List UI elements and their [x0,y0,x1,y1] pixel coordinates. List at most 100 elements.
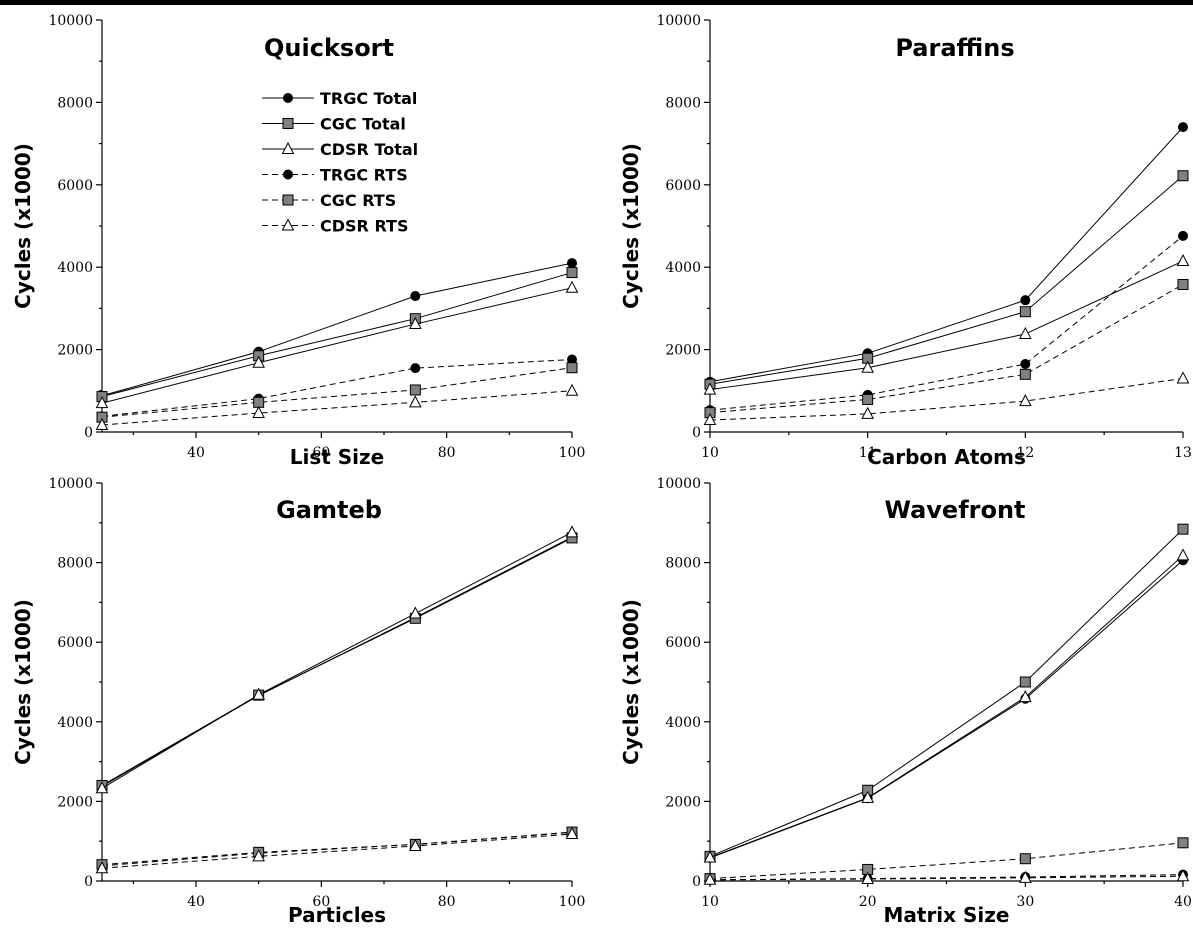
data-point [1176,253,1190,267]
data-point [1019,394,1032,407]
x-tick-label: 10 [701,894,719,910]
data-point [409,316,422,330]
series-cdsr-rts [703,371,1190,426]
legend-label: CGC Total [320,115,406,134]
data-point [565,525,579,538]
legend-item: CGC RTS [262,191,396,210]
series-trgc-rts [97,827,577,871]
data-point [1176,869,1190,882]
series-line [709,528,1184,857]
data-point [565,383,579,396]
data-point [409,395,422,408]
data-point [703,382,717,395]
x-tick-label: 30 [1016,894,1034,910]
series-line [709,260,1184,391]
x-tick-label: 13 [1174,445,1192,461]
y-axis-title: Cycles (x1000) [11,143,35,309]
data-point [1177,523,1189,535]
data-point [252,687,265,700]
series-line [101,358,573,417]
data-point [1176,548,1190,561]
x-tick-label: 40 [187,894,205,910]
data-point [95,781,109,794]
series-line [709,559,1184,859]
data-point [1177,279,1189,291]
legend-marker [283,169,293,180]
y-tick-label: 8000 [57,95,93,111]
series-line [709,284,1184,414]
data-point [862,393,874,405]
y-tick-label: 8000 [665,95,701,111]
data-point [1019,326,1032,339]
data-point [95,417,109,430]
series-cgc-rts [96,826,578,871]
data-point [252,849,265,862]
series-line [709,377,1184,421]
series-line [101,390,573,426]
series-line [709,842,1184,880]
y-tick-label: 2000 [665,343,701,359]
series-cgc-rts [96,362,578,423]
x-tick-label: 20 [859,894,877,910]
series-trgc-total [705,555,1188,863]
y-tick-label: 10000 [48,13,93,29]
data-point [1020,359,1031,370]
series-line [101,367,573,418]
data-point [252,355,265,368]
x-tick-label: 11 [859,445,877,461]
y-tick-label: 8000 [665,556,701,572]
legend-item: TRGC Total [262,89,417,108]
data-point [1177,837,1189,849]
series-line [709,875,1184,881]
data-point [252,405,265,419]
data-point [566,267,578,279]
x-tick-label: 60 [312,445,330,461]
series-cdsr-total [95,525,579,794]
data-point [567,258,577,269]
data-point [1019,870,1032,883]
data-point [95,396,109,409]
data-point [1019,368,1031,380]
data-point [1176,371,1190,384]
data-point [1178,230,1188,241]
data-point [409,384,421,396]
legend-item: CGC Total [262,115,406,134]
y-tick-label: 10000 [48,476,93,492]
x-axis-title: Carbon Atoms [867,445,1026,469]
data-point [703,412,717,426]
x-tick-label: 80 [438,445,456,461]
series-trgc-rts [97,354,577,422]
data-point [861,871,874,885]
series-line [101,272,573,398]
data-point [1019,690,1032,703]
y-tick-label: 0 [692,425,701,441]
x-tick-label: 10 [701,445,719,461]
data-point [861,360,874,373]
x-tick-label: 60 [312,894,330,910]
legend-label: CGC RTS [320,191,396,210]
data-point [1020,295,1031,306]
legend-label: TRGC RTS [320,166,408,185]
series-line [101,537,573,786]
series-cdsr-rts [95,383,579,430]
y-tick-label: 0 [692,874,701,890]
series-line [101,831,573,866]
legend-marker [283,93,293,103]
data-point [565,826,579,840]
y-tick-label: 10000 [656,13,701,29]
series-cgc-total [96,267,578,403]
y-tick-label: 4000 [665,260,701,276]
legend-label: TRGC Total [320,89,417,108]
data-point [1019,853,1031,865]
series-cgc-total [704,523,1189,862]
data-point [566,362,578,374]
series-trgc-total [705,122,1188,387]
y-axis-title: Cycles (x1000) [619,599,643,765]
y-tick-label: 0 [84,425,93,441]
y-axis-title: Cycles (x1000) [619,143,643,309]
data-point [253,396,265,408]
x-tick-label: 100 [559,445,586,461]
data-point [95,861,109,874]
y-tick-label: 6000 [57,178,93,194]
chart-wavefront: 0 2000 4000 6000 8000 10000 10 20 30 40 Wavefront M… [619,476,1192,927]
